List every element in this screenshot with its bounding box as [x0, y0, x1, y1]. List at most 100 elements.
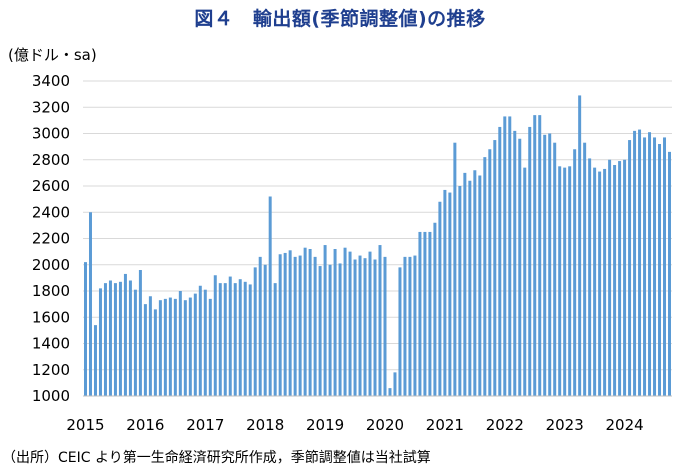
bar — [188, 297, 192, 396]
x-tick-label: 2015 — [66, 416, 104, 434]
bar — [418, 231, 422, 396]
bar — [473, 170, 477, 396]
bar — [168, 297, 172, 396]
bar — [293, 256, 297, 396]
bar — [118, 281, 122, 396]
bar — [308, 249, 312, 396]
bar — [488, 149, 492, 396]
bar — [108, 280, 112, 396]
bar — [433, 222, 437, 396]
bar — [558, 166, 562, 396]
bar — [533, 115, 537, 396]
bar — [223, 283, 227, 396]
bar — [658, 144, 662, 396]
bar — [173, 298, 177, 396]
bar — [358, 255, 362, 396]
bar — [383, 256, 387, 396]
bar — [663, 137, 667, 396]
bar — [143, 304, 147, 396]
bar — [263, 264, 267, 396]
bar — [283, 252, 287, 396]
bar — [508, 116, 512, 396]
bar — [353, 259, 357, 396]
bar — [628, 140, 632, 396]
bar — [253, 267, 257, 396]
y-tick-label: 1200 — [32, 361, 70, 379]
bar — [313, 256, 317, 396]
x-tick-label: 2017 — [186, 416, 224, 434]
bar — [218, 283, 222, 396]
bar — [393, 372, 397, 396]
bar — [83, 262, 87, 396]
bar — [123, 273, 127, 396]
bar — [438, 201, 442, 396]
bar — [388, 388, 392, 396]
bar — [443, 189, 447, 396]
bar — [448, 192, 452, 396]
bar — [478, 175, 482, 396]
y-tick-label: 2600 — [32, 177, 70, 195]
x-tick-label: 2019 — [306, 416, 344, 434]
bar — [518, 138, 522, 396]
bar — [618, 161, 622, 396]
x-tick-label: 2020 — [366, 416, 404, 434]
bar — [273, 283, 277, 396]
y-tick-label: 1400 — [32, 335, 70, 353]
bar — [513, 130, 517, 396]
y-tick-label: 1800 — [32, 282, 70, 300]
bar — [323, 245, 327, 396]
bar — [603, 168, 607, 396]
bar — [568, 166, 572, 396]
bar — [138, 270, 142, 396]
bar — [588, 158, 592, 396]
bar — [128, 280, 132, 396]
bar — [483, 157, 487, 396]
bar — [343, 247, 347, 396]
bar — [183, 300, 187, 396]
x-tick-label: 2018 — [246, 416, 284, 434]
bar — [93, 325, 97, 396]
bar — [333, 249, 337, 396]
bar — [213, 275, 217, 396]
bar — [338, 263, 342, 396]
bar — [583, 142, 587, 396]
bar — [493, 140, 497, 396]
y-tick-label: 3200 — [32, 98, 70, 116]
bar — [133, 289, 137, 396]
bar — [598, 171, 602, 396]
x-tick-label: 2016 — [126, 416, 164, 434]
x-tick-label: 2024 — [605, 416, 643, 434]
bar — [178, 291, 182, 396]
bar — [373, 259, 377, 396]
y-tick-label: 3000 — [32, 125, 70, 143]
bar — [228, 276, 232, 396]
bar — [318, 266, 322, 396]
y-tick-label: 1600 — [32, 308, 70, 326]
bar — [113, 283, 117, 396]
bar — [163, 298, 167, 396]
y-tick-label: 2800 — [32, 151, 70, 169]
bar — [193, 293, 197, 396]
bar — [88, 212, 92, 396]
bar — [233, 283, 237, 396]
x-tick-label: 2021 — [426, 416, 464, 434]
bar — [578, 95, 582, 396]
bar — [238, 279, 242, 396]
bar — [208, 298, 212, 396]
bar — [403, 256, 407, 396]
y-tick-label: 3400 — [32, 72, 70, 90]
bar — [328, 264, 332, 396]
bar — [148, 296, 152, 396]
y-tick-label: 2000 — [32, 256, 70, 274]
bar — [468, 180, 472, 396]
bar — [623, 159, 627, 396]
y-axis-unit-label: (億ドル・sa) — [8, 46, 97, 64]
bar — [638, 129, 642, 396]
bar — [203, 289, 207, 396]
bar — [378, 245, 382, 396]
bar — [593, 167, 597, 396]
bar — [498, 126, 502, 396]
bar — [453, 142, 457, 396]
bar — [268, 196, 272, 396]
